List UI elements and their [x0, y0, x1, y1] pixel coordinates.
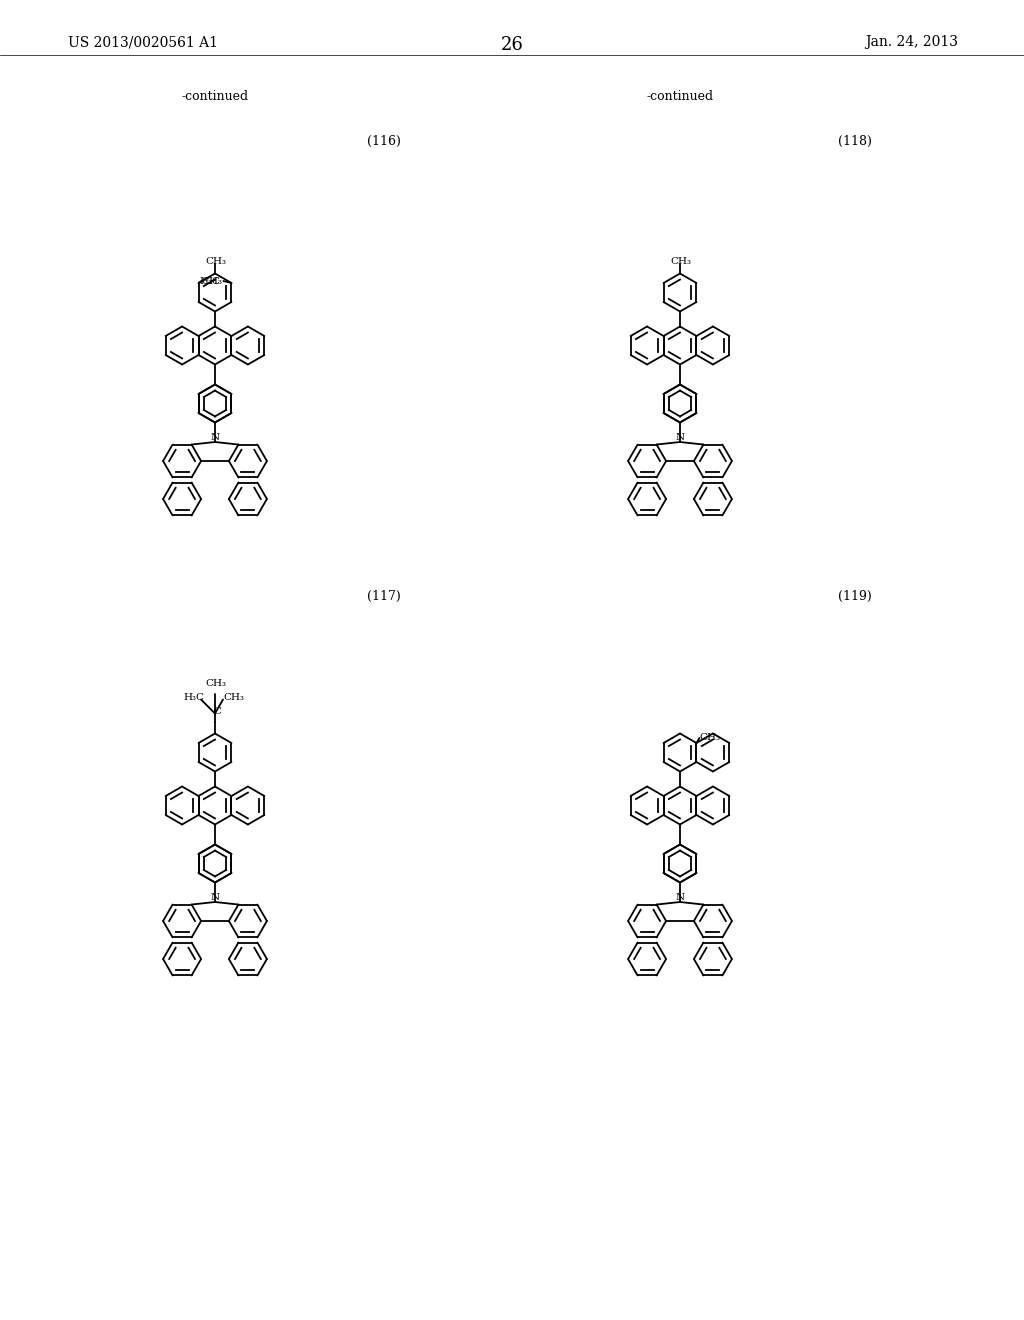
Text: CH₃: CH₃ [670, 257, 691, 267]
Text: CH₃: CH₃ [699, 734, 721, 742]
Text: -continued: -continued [646, 90, 714, 103]
Text: H₃C: H₃C [200, 276, 220, 285]
Text: CH₃: CH₃ [223, 693, 244, 702]
Text: N: N [676, 892, 685, 902]
Text: Jan. 24, 2013: Jan. 24, 2013 [865, 36, 958, 49]
Text: US 2013/0020561 A1: US 2013/0020561 A1 [68, 36, 218, 49]
Text: CH₃: CH₃ [205, 678, 226, 688]
Text: (119): (119) [838, 590, 871, 603]
Text: 26: 26 [501, 36, 523, 54]
Text: -continued: -continued [181, 90, 249, 103]
Text: CH₃: CH₃ [205, 257, 226, 267]
Text: (118): (118) [838, 135, 871, 148]
Text: H₃C: H₃C [183, 693, 204, 702]
Text: (117): (117) [367, 590, 400, 603]
Text: (116): (116) [367, 135, 400, 148]
Text: CH₃: CH₃ [202, 276, 222, 285]
Text: C: C [213, 708, 221, 715]
Text: N: N [676, 433, 685, 441]
Text: N: N [211, 892, 220, 902]
Text: N: N [211, 433, 220, 441]
